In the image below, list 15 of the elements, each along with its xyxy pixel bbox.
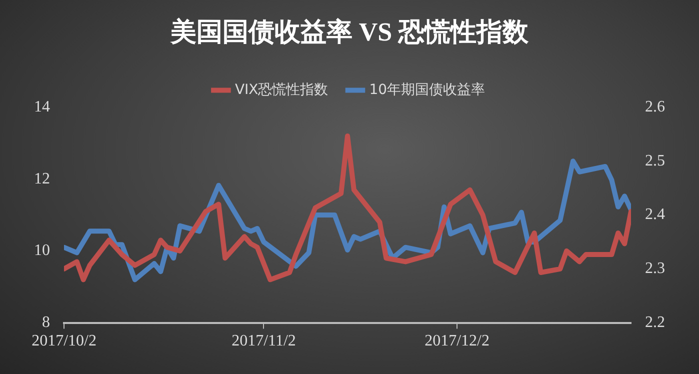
y2-tick-label: 2.3 [645, 260, 665, 278]
y-tick-label: 8 [42, 314, 50, 332]
y2-tick-label: 2.5 [645, 152, 665, 170]
x-tick-label: 2017/12/2 [424, 332, 490, 350]
legend-label: VIX恐慌性指数 [234, 82, 328, 98]
y2-tick-label: 2.6 [645, 98, 665, 116]
y-tick-label: 10 [34, 242, 50, 260]
legend-label: 10年期国债收益率 [369, 82, 486, 98]
chart-title: 美国国债收益率 VS 恐慌性指数 [169, 17, 530, 46]
x-tick-label: 2017/10/2 [32, 332, 96, 350]
y2-tick-label: 2.2 [645, 314, 665, 332]
y2-tick-label: 2.4 [645, 206, 665, 224]
y-tick-label: 12 [34, 170, 50, 188]
y-tick-label: 14 [34, 98, 50, 116]
x-tick-label: 2017/11/2 [232, 332, 296, 350]
